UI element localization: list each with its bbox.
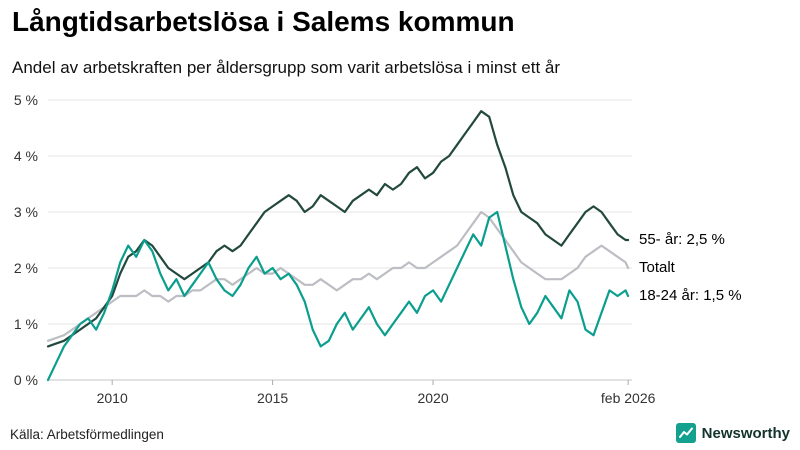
y-tick-label: 5 %: [14, 92, 38, 108]
x-tick-label: 2015: [257, 390, 288, 406]
series-line-totalt: [46, 210, 630, 342]
newsworthy-brand-text: Newsworthy: [701, 424, 790, 442]
source-note: Källa: Arbetsförmedlingen: [10, 427, 164, 442]
newsworthy-chart-icon: [675, 423, 696, 443]
chart-title: Långtidsarbetslösa i Salems kommun: [12, 6, 515, 37]
series-line-55ar: [46, 110, 630, 348]
y-tick-label: 0 %: [14, 372, 38, 388]
y-tick-label: 4 %: [14, 148, 38, 164]
y-tick-label: 1 %: [14, 316, 38, 332]
series-line-1824ar: [46, 210, 630, 382]
x-tick-label: feb 2026: [601, 390, 656, 406]
x-tick-label: 2010: [97, 390, 128, 406]
newsworthy-logo[interactable]: Newsworthy: [675, 423, 790, 443]
y-tick-label: 3 %: [14, 204, 38, 220]
x-tick-label: 2020: [417, 390, 448, 406]
chart-subtitle: Andel av arbetskraften per åldersgrupp s…: [12, 58, 561, 77]
y-tick-label: 2 %: [14, 260, 38, 276]
